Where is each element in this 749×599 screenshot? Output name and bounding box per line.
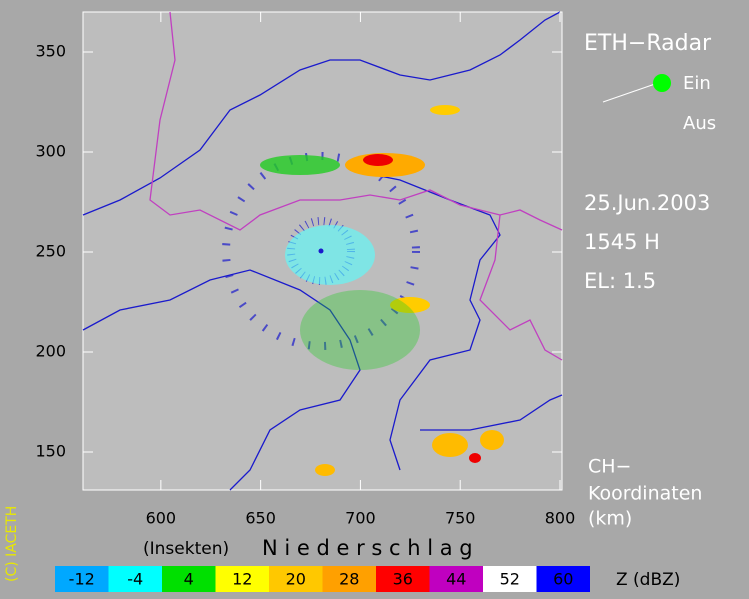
country-border (479, 214, 563, 361)
legend-swatch (536, 566, 590, 592)
unit-label: Z (dBZ) (616, 570, 680, 590)
legend-swatch (215, 566, 269, 592)
echo (432, 433, 468, 457)
river (420, 394, 563, 431)
legend-level: 60 (553, 570, 573, 589)
title: ETH−Radar (584, 31, 712, 56)
echo (285, 225, 375, 285)
legend-swatch (108, 566, 162, 592)
y-tick-label: 250 (35, 242, 66, 261)
off-label[interactable]: Aus (683, 113, 716, 134)
copyright: (C) IACETH (4, 506, 20, 582)
range-ring (222, 152, 420, 350)
on-indicator[interactable] (653, 74, 671, 92)
coords-label: Koordinaten (588, 483, 702, 505)
y-tick-label: 150 (35, 442, 66, 461)
country-border (149, 11, 563, 231)
coords-label: CH− (588, 456, 631, 478)
precip-label: N i e d e r s c h l a g (262, 536, 473, 560)
legend-level: 28 (339, 570, 359, 589)
date: 25.Jun.2003 (584, 191, 710, 215)
echo (300, 290, 420, 370)
legend-swatch (162, 566, 216, 592)
radar-site (318, 248, 324, 254)
lake-shore (82, 269, 361, 491)
y-tick-label: 350 (35, 42, 66, 61)
x-tick-label: 800 (545, 509, 576, 528)
legend-swatch (376, 566, 430, 592)
x-tick-label: 600 (146, 509, 177, 528)
x-tick-label: 700 (345, 509, 376, 528)
elevation: EL: 1.5 (584, 269, 656, 293)
insects-label: (Insekten) (143, 539, 229, 559)
legend-level: -4 (127, 570, 143, 589)
legend-level: 4 (184, 570, 194, 589)
legend-swatch (322, 566, 376, 592)
river (82, 11, 561, 216)
y-tick-label: 300 (35, 142, 66, 161)
legend-level: 20 (286, 570, 306, 589)
x-tick-label: 750 (445, 509, 476, 528)
legend-level: -12 (69, 570, 95, 589)
legend-level: 36 (393, 570, 413, 589)
echo (430, 105, 460, 115)
on-label[interactable]: Ein (683, 73, 711, 94)
legend-level: 12 (232, 570, 252, 589)
coords-label: (km) (588, 508, 632, 530)
echoes (260, 105, 504, 476)
time: 1545 H (584, 230, 660, 254)
echo (390, 297, 430, 313)
echo (363, 154, 393, 166)
legend-swatch (269, 566, 323, 592)
echo (260, 155, 340, 175)
x-tick-label: 650 (245, 509, 276, 528)
echo (469, 453, 481, 463)
legend-swatch (483, 566, 537, 592)
legend-swatch (429, 566, 483, 592)
borders (82, 11, 563, 491)
indicator-line (602, 83, 656, 103)
echo (315, 464, 335, 476)
legend-level: 44 (446, 570, 466, 589)
legend-level: 52 (500, 570, 520, 589)
legend-swatch (55, 566, 109, 592)
y-tick-label: 200 (35, 342, 66, 361)
echo (480, 430, 504, 450)
